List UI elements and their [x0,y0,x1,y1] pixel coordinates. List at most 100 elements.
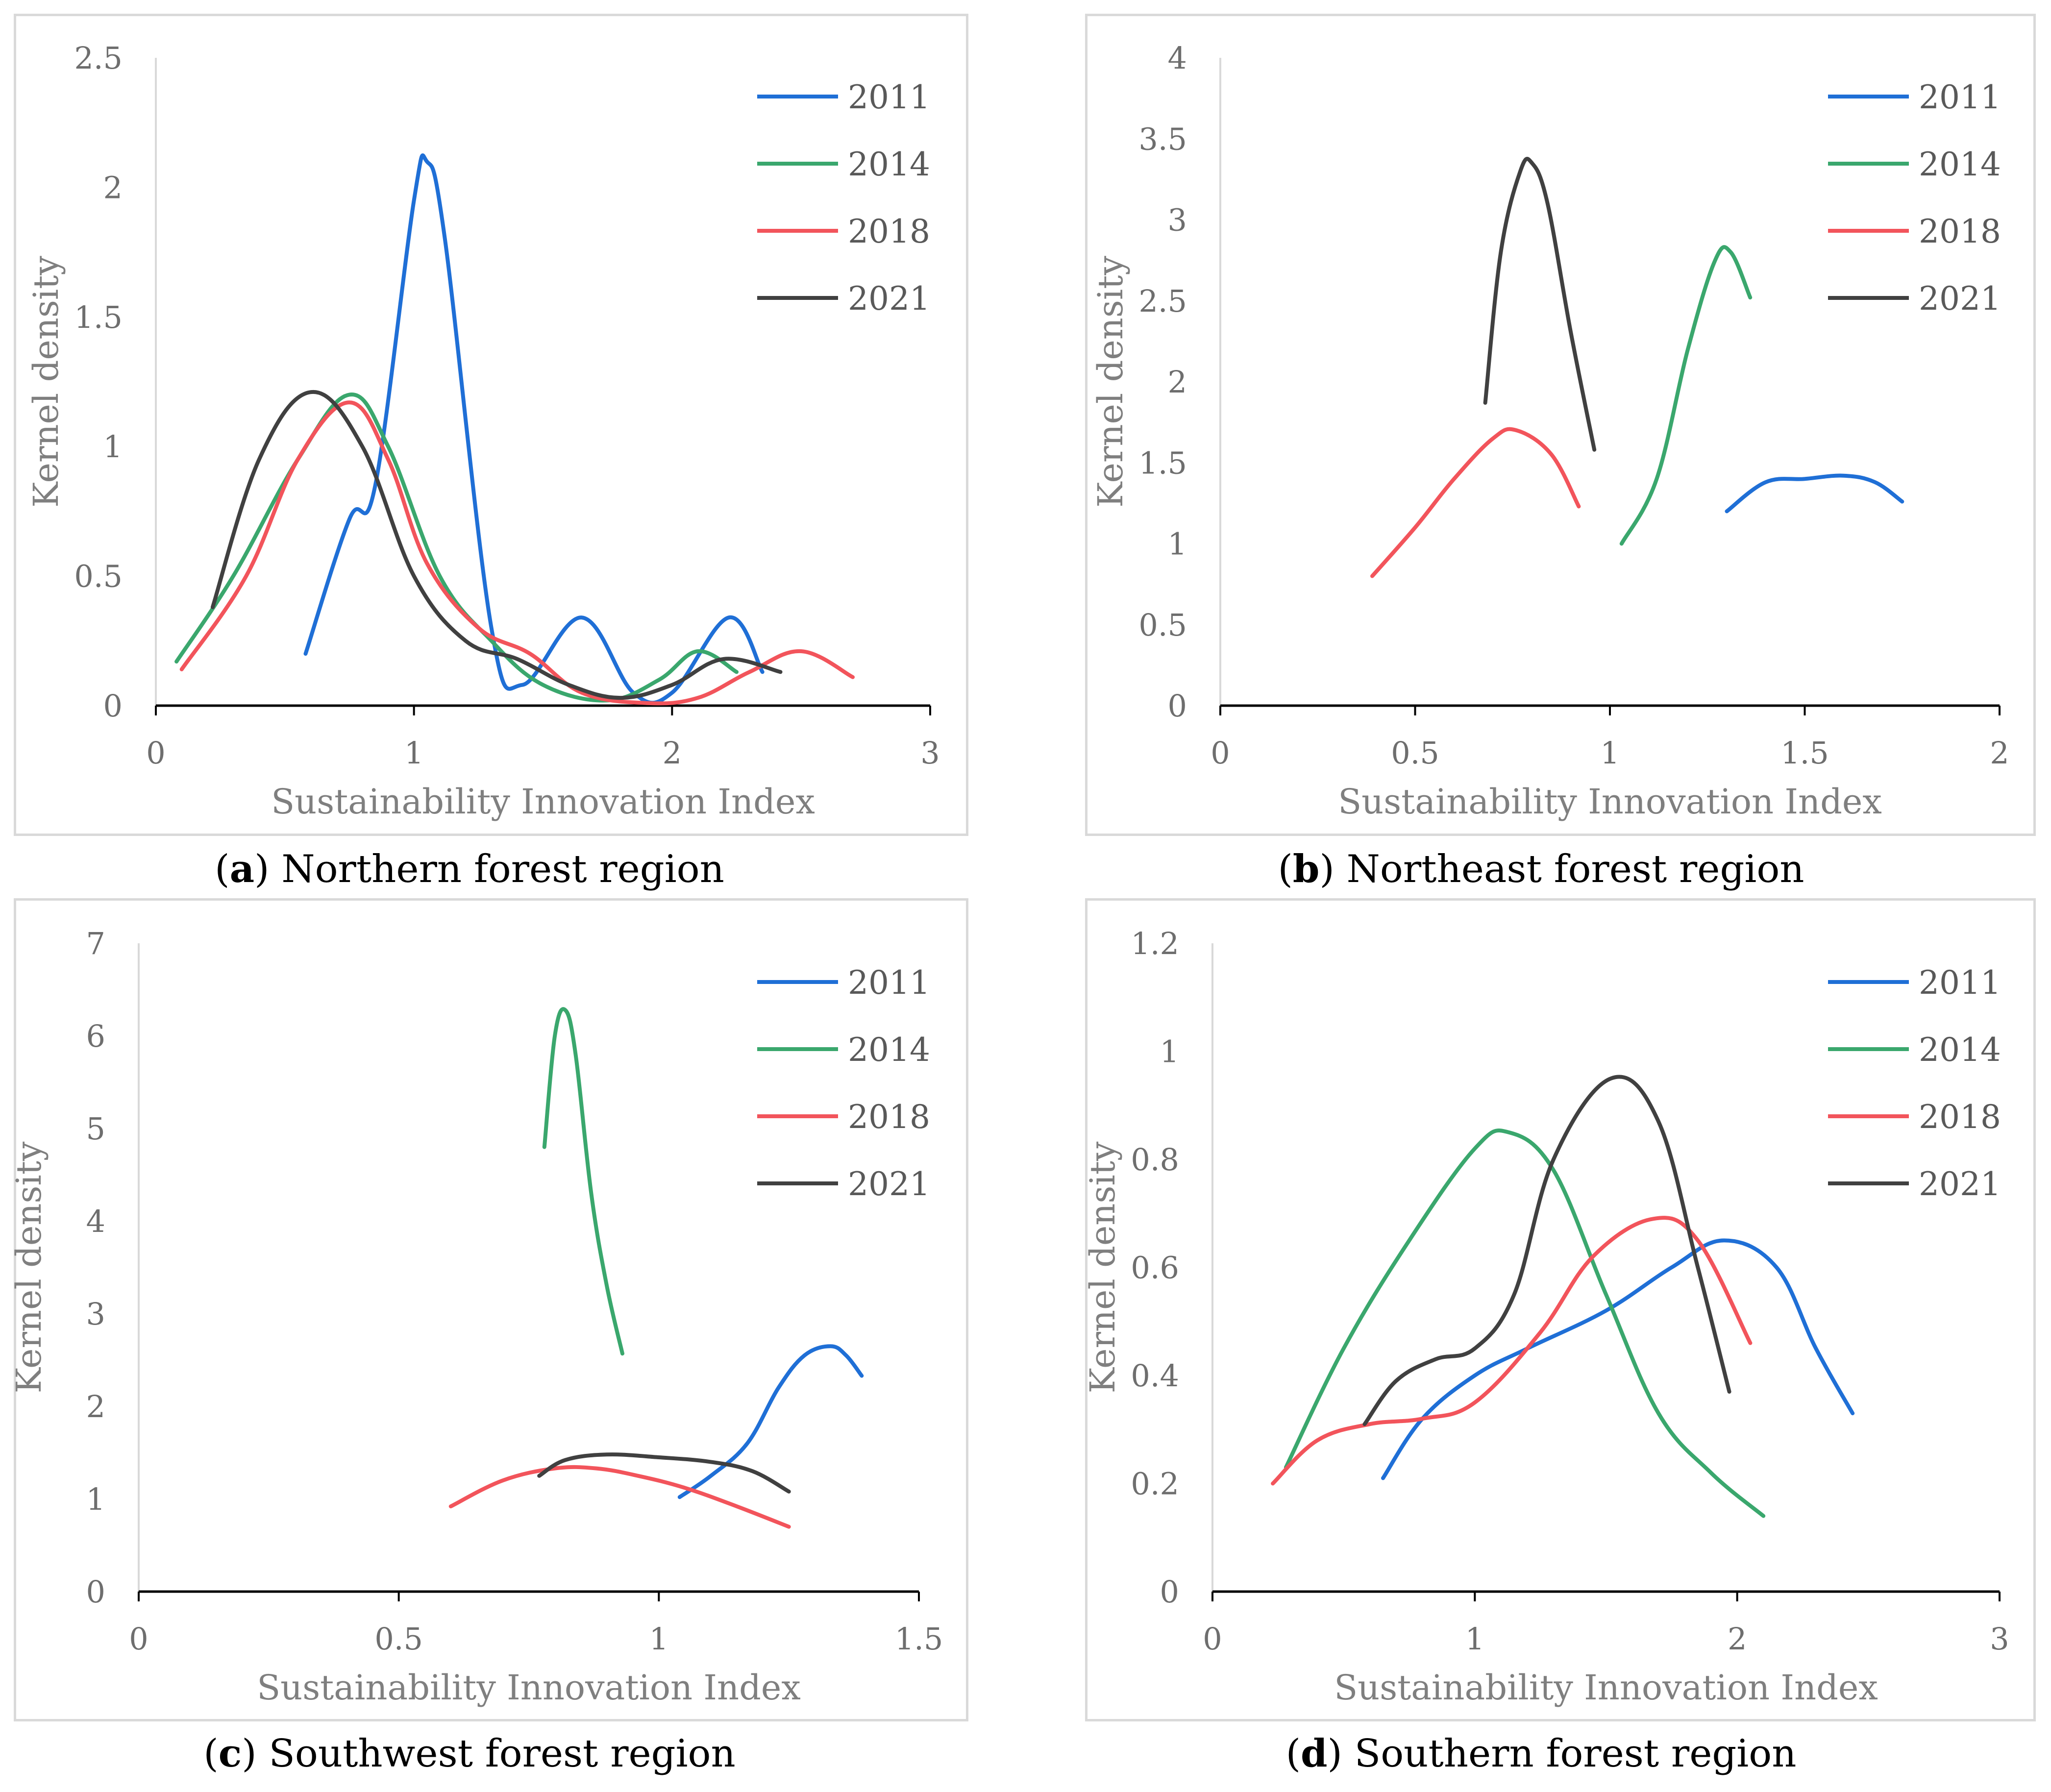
x-tick-label-b-0: 0 [1211,735,1230,771]
y-tick-label-a-5: 2.5 [74,40,123,76]
y-tick-label-c-6: 6 [86,1018,105,1054]
series-line-b-2014 [1619,245,1753,546]
chart-c: 0 0.5 1 1.5 0 1 2 3 4 5 6 7 Sustainability Innovatio… [9,926,943,1708]
legend-label-c-2018: 2018 [848,1098,930,1136]
y-tick-label-b-0: 0 [1168,688,1187,724]
x-tick-label-c-2: 1 [649,1621,668,1657]
x-axis-title-a: Sustainability Innovation Index [271,782,815,822]
y-tick-label-d-0: 0 [1160,1574,1179,1610]
series-line-a-2018 [179,400,855,706]
caption-text-a: Northern forest region [281,847,724,891]
caption-c: (c) Southwest forest region [203,1731,736,1776]
y-axis-title-d: Kernel density [1083,1141,1123,1393]
legend-label-b-2011: 2011 [1919,78,2001,116]
legend-label-b-2018: 2018 [1919,213,2001,250]
x-tick-label-a-2: 2 [663,735,682,771]
x-axis-title-c: Sustainability Innovation Index [257,1668,801,1708]
y-tick-label-c-4: 4 [86,1203,105,1239]
legend-label-a-2018: 2018 [848,213,930,250]
y-axis-title-b: Kernel density [1090,256,1131,508]
y-tick-label-d-5: 1 [1160,1034,1179,1070]
chart-frame-b [1085,14,2036,836]
x-tick-label-d-2: 2 [1728,1621,1747,1657]
y-axis-title-a: Kernel density [26,256,66,508]
x-tick-label-c-0: 0 [129,1621,148,1657]
y-tick-label-a-1: 0.5 [74,559,123,594]
x-tick-label-d-1: 1 [1465,1621,1484,1657]
x-tick-label-c-1: 0.5 [374,1621,423,1657]
x-tick-label-d-3: 3 [1990,1621,2009,1657]
caption-text-b: Northeast forest region [1346,847,1804,891]
y-tick-label-c-5: 5 [86,1111,105,1147]
y-tick-label-b-5: 2.5 [1138,283,1187,319]
x-tick-label-b-3: 1.5 [1780,735,1829,771]
y-tick-label-b-8: 4 [1168,40,1187,76]
legend-label-d-2011: 2011 [1919,964,2001,1002]
y-axis-title-c: Kernel density [9,1141,49,1393]
series-line-b-2021 [1483,157,1597,452]
chart-frame-d [1085,898,2036,1721]
y-tick-label-d-4: 0.8 [1131,1142,1179,1178]
y-tick-label-b-1: 0.5 [1138,607,1187,643]
legend-label-d-2021: 2021 [1919,1165,2001,1203]
y-tick-label-b-6: 3 [1168,202,1187,238]
y-tick-label-c-1: 1 [86,1481,105,1517]
y-tick-label-b-7: 3.5 [1138,121,1187,157]
x-tick-label-d-0: 0 [1203,1621,1222,1657]
x-tick-label-c-3: 1.5 [895,1621,943,1657]
caption-b: (b) Northeast forest region [1278,847,1804,891]
legend-label-d-2018: 2018 [1919,1098,2001,1136]
legend-label-b-2014: 2014 [1919,146,2001,183]
series-line-d-2021 [1362,1075,1731,1426]
y-tick-label-d-1: 0.2 [1131,1466,1179,1502]
legend-label-c-2014: 2014 [848,1031,930,1069]
caption-d: (d) Southern forest region [1285,1731,1797,1776]
y-tick-label-b-4: 2 [1168,364,1187,400]
panel-b: 0 0.5 1 1.5 2 0 0.5 1 1.5 2 2.5 3 3.5 4 Sustainability… [1070,0,2051,896]
chart-b: 0 0.5 1 1.5 2 0 0.5 1 1.5 2 2.5 3 3.5 4 Sustainability… [1090,40,2009,822]
caption-text-d: Southern forest region [1354,1732,1797,1776]
series-line-d-2014 [1284,1129,1766,1518]
series-line-b-2018 [1370,427,1581,578]
legend-label-b-2021: 2021 [1919,280,2001,318]
y-tick-label-c-3: 3 [86,1296,105,1332]
legend-label-c-2011: 2011 [848,964,930,1002]
y-tick-label-b-3: 1.5 [1138,445,1187,481]
panel-d: 0 1 2 3 0 0.2 0.4 0.6 0.8 1 1.2 Sustainability Inno… [1070,896,2051,1792]
series-line-c-2014 [542,1007,624,1356]
caption-letter-d: d [1301,1731,1328,1776]
legend-label-a-2014: 2014 [848,146,930,183]
y-tick-label-b-2: 1 [1168,526,1187,562]
y-tick-label-d-3: 0.6 [1131,1250,1179,1286]
series-line-c-2011 [677,1344,864,1499]
y-tick-label-c-0: 0 [86,1574,105,1610]
legend-label-d-2014: 2014 [1919,1031,2001,1069]
y-tick-label-c-2: 2 [86,1389,105,1424]
x-tick-label-b-2: 1 [1600,735,1619,771]
panel-c: 0 0.5 1 1.5 0 1 2 3 4 5 6 7 Sustainability Innovatio… [0,896,1025,1792]
y-tick-label-a-0: 0 [103,688,123,724]
x-axis-title-d: Sustainability Innovation Index [1334,1668,1878,1708]
y-tick-label-c-7: 7 [86,926,105,961]
y-tick-label-d-2: 0.4 [1131,1358,1179,1394]
panel-a: 0 1 2 3 0 0.5 1 1.5 2 2.5 Sustainability Innovatio… [0,0,1025,896]
legend-label-a-2021: 2021 [848,280,930,318]
series-line-a-2021 [210,390,783,700]
series-line-b-2011 [1725,473,1904,514]
series-line-c-2021 [537,1452,791,1494]
x-tick-label-b-1: 0.5 [1391,735,1439,771]
y-tick-label-a-4: 2 [103,170,123,205]
x-axis-title-b: Sustainability Innovation Index [1338,782,1882,822]
series-line-d-2011 [1381,1238,1855,1480]
caption-letter-a: a [229,847,255,891]
x-tick-label-a-3: 3 [920,735,939,771]
chart-frame-a [14,14,968,836]
series-line-a-2014 [174,393,739,703]
x-tick-label-a-0: 0 [146,735,165,771]
chart-a: 0 1 2 3 0 0.5 1 1.5 2 2.5 Sustainability Innovatio… [26,40,940,822]
x-tick-label-a-1: 1 [404,735,423,771]
legend-label-c-2021: 2021 [848,1165,930,1203]
x-tick-label-b-4: 2 [1990,735,2009,771]
y-tick-label-a-2: 1 [103,429,123,465]
legend-label-a-2011: 2011 [848,78,930,116]
